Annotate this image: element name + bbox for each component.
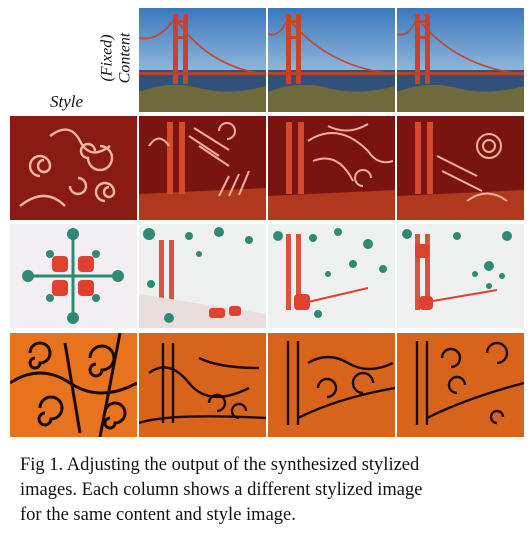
content-image-2	[268, 8, 395, 112]
caption-line-1: Fig 1. Adjusting the output of the synth…	[20, 455, 420, 475]
figure-caption: Fig 1. Adjusting the output of the synth…	[20, 453, 520, 528]
content-label: (Fixed) Content	[96, 8, 136, 108]
stylized-red-1	[139, 116, 266, 220]
stylized-pattern-1	[139, 224, 266, 328]
content-image-1	[139, 8, 266, 112]
style-image-red-swirl	[10, 116, 137, 220]
caption-line-3: for the same content and style image.	[20, 505, 296, 525]
content-image-3	[397, 8, 524, 112]
stylized-red-2	[268, 116, 395, 220]
style-label: Style	[50, 92, 84, 111]
content-label-fixed: (Fixed)	[98, 34, 116, 82]
stylized-orange-2	[268, 333, 395, 437]
stylized-orange-1	[139, 333, 266, 437]
stylized-red-3	[397, 116, 524, 220]
style-image-orange-swirl	[10, 333, 137, 437]
stylized-pattern-2	[268, 224, 395, 328]
style-image-pattern	[10, 224, 137, 328]
stylized-orange-3	[397, 333, 524, 437]
caption-line-2: images. Each column shows a different st…	[20, 480, 423, 500]
stylized-pattern-3	[397, 224, 524, 328]
content-label-content: Content	[116, 32, 134, 84]
